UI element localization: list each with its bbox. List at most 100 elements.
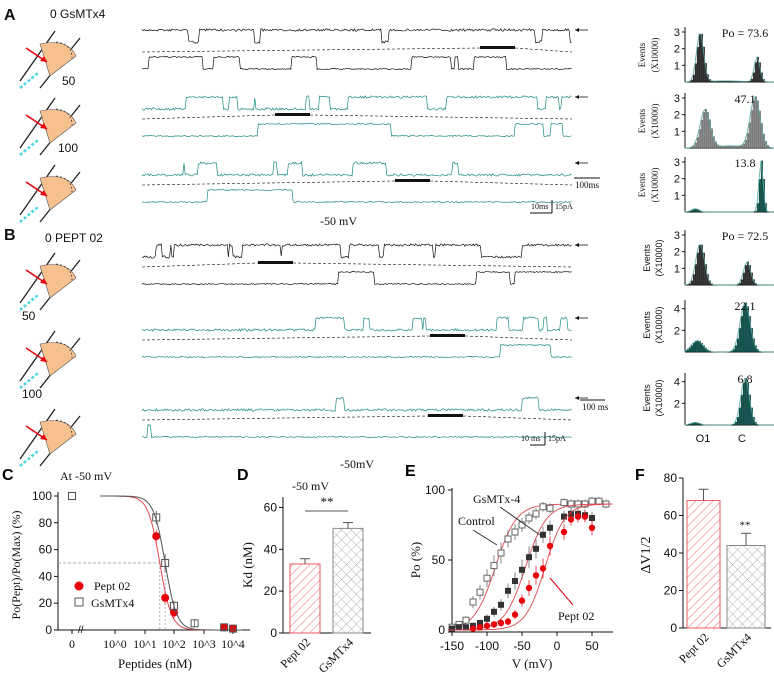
concentration-label: 50 <box>62 74 76 88</box>
expanded-segment-bar <box>480 46 515 49</box>
panel-label-a: A <box>4 7 16 24</box>
panel-label-e: E <box>405 463 416 480</box>
y-tick-label: 0 <box>270 626 277 640</box>
compressed-trace <box>141 28 572 44</box>
data-point-pept02 <box>581 513 589 520</box>
x-tick-label: 0 <box>554 639 561 653</box>
hist-bar <box>706 111 709 149</box>
data-point-pept02 <box>161 593 170 602</box>
data-point-control <box>462 616 470 624</box>
hist-bar <box>746 306 749 353</box>
compressed-trace <box>141 242 572 259</box>
data-point-gsmtx4 <box>170 601 178 610</box>
data-point-control <box>567 500 575 508</box>
c-x-tick-label: 0 <box>69 637 75 651</box>
hist-bar <box>744 140 747 149</box>
hist-bar <box>690 280 693 286</box>
hist-bar <box>698 244 701 286</box>
data-point-gsmtx4 <box>220 623 229 632</box>
scale-label-current: 15pA <box>548 434 566 443</box>
x-category-label: GsMTx4 <box>316 635 357 676</box>
data-point-pept02 <box>497 619 505 627</box>
data-point-gsmtx4 <box>547 524 553 531</box>
hist-y-label-scale: (X10000) <box>650 38 660 73</box>
y-tick-label: 50 <box>432 553 446 567</box>
expanded-segment-bar <box>258 261 293 264</box>
arrow-head <box>575 28 579 32</box>
hist-y-label-scale: (X10000) <box>654 239 664 276</box>
hist-bar <box>748 394 751 426</box>
c-y-tick-label: 20 <box>39 596 53 610</box>
cyan-flow-arrow <box>19 139 39 156</box>
y-tick-label: 0 <box>670 621 677 635</box>
y-tick-label: 60 <box>264 500 278 514</box>
hist-bar <box>744 378 747 426</box>
f-y-label: ΔV1/2 <box>639 536 654 573</box>
hist-bar <box>756 203 759 213</box>
data-point-pept02 <box>546 542 554 550</box>
expanded-trace <box>141 188 572 204</box>
hist-bar <box>756 56 759 83</box>
data-point-control <box>574 500 582 508</box>
hist-bar <box>700 33 703 83</box>
arrow-head <box>575 161 579 165</box>
e-y-label: Po (%) <box>408 542 423 578</box>
chart-title: -50 mV <box>292 479 329 493</box>
red-arrow-head <box>40 56 47 62</box>
hist-y-tick-label: 3 <box>674 230 680 242</box>
hist-bar <box>748 81 751 83</box>
d-y-label: Kd (nM) <box>240 542 255 588</box>
red-arrow-head <box>40 123 47 129</box>
data-point-pept02 <box>476 624 484 631</box>
hist-y-tick-label: 1 <box>674 190 680 202</box>
hill-fit-gsmtx4 <box>100 495 242 631</box>
hist-bar <box>704 109 707 149</box>
c-x-tick-label: 10^1 <box>133 637 157 651</box>
chart-title: At -50 mV <box>60 469 112 483</box>
cyan-flow-arrow <box>19 72 39 89</box>
hist-bar <box>762 179 765 213</box>
hist-y-label-scale: (X10000) <box>654 379 664 416</box>
hist-y-label: Events <box>637 172 647 197</box>
compressed-trace <box>141 95 572 111</box>
x-tick-label: 50 <box>585 639 599 653</box>
arrow-head <box>575 316 579 320</box>
expansion-guide-lines <box>141 180 573 186</box>
hist-bar <box>712 136 715 149</box>
y-tick-label: 40 <box>664 546 678 560</box>
legend-label-pept02: Pept 02 <box>94 579 130 593</box>
data-point-pept02 <box>567 516 575 523</box>
arrow-head <box>575 396 579 400</box>
hist-bar <box>760 160 763 213</box>
data-point-pept02 <box>560 528 568 536</box>
hist-bar <box>686 349 689 353</box>
data-point-control <box>504 535 512 543</box>
hist-bar <box>744 302 747 353</box>
hist-bar <box>732 349 735 353</box>
hist-bar <box>742 272 745 286</box>
c-x-label: Peptides (nM) <box>118 656 192 671</box>
data-point-control <box>595 497 603 505</box>
data-point-control <box>560 499 568 507</box>
membrane-dash <box>55 175 73 193</box>
c-x-tick-label: 10^3 <box>192 637 216 651</box>
hist-y-tick-label: 2 <box>674 44 680 56</box>
hist-y-tick-label: 3 <box>674 157 680 169</box>
hist-bar <box>740 145 743 149</box>
annotation-pept02: Pept 02 <box>558 609 594 623</box>
data-point-gsmtx4 <box>456 624 462 631</box>
annotation-control: Control <box>458 514 495 528</box>
c-y-tick-label: 60 <box>39 543 53 557</box>
data-point-pept02 <box>588 524 596 531</box>
c-y-tick-label: 0 <box>45 623 52 637</box>
hist-bar <box>750 110 753 149</box>
x-category-label: Pept 02 <box>676 630 712 666</box>
hist-y-label-scale: (X10000) <box>654 306 664 343</box>
hist-bar <box>692 74 695 83</box>
axis-break-icon: // <box>78 625 84 636</box>
data-point-control <box>539 503 547 511</box>
scale-label-current: 15pA <box>555 202 573 211</box>
concentration-label: 50 <box>22 309 36 323</box>
open-probability-label: 47.1 <box>735 92 756 106</box>
hist-bar <box>694 341 697 353</box>
